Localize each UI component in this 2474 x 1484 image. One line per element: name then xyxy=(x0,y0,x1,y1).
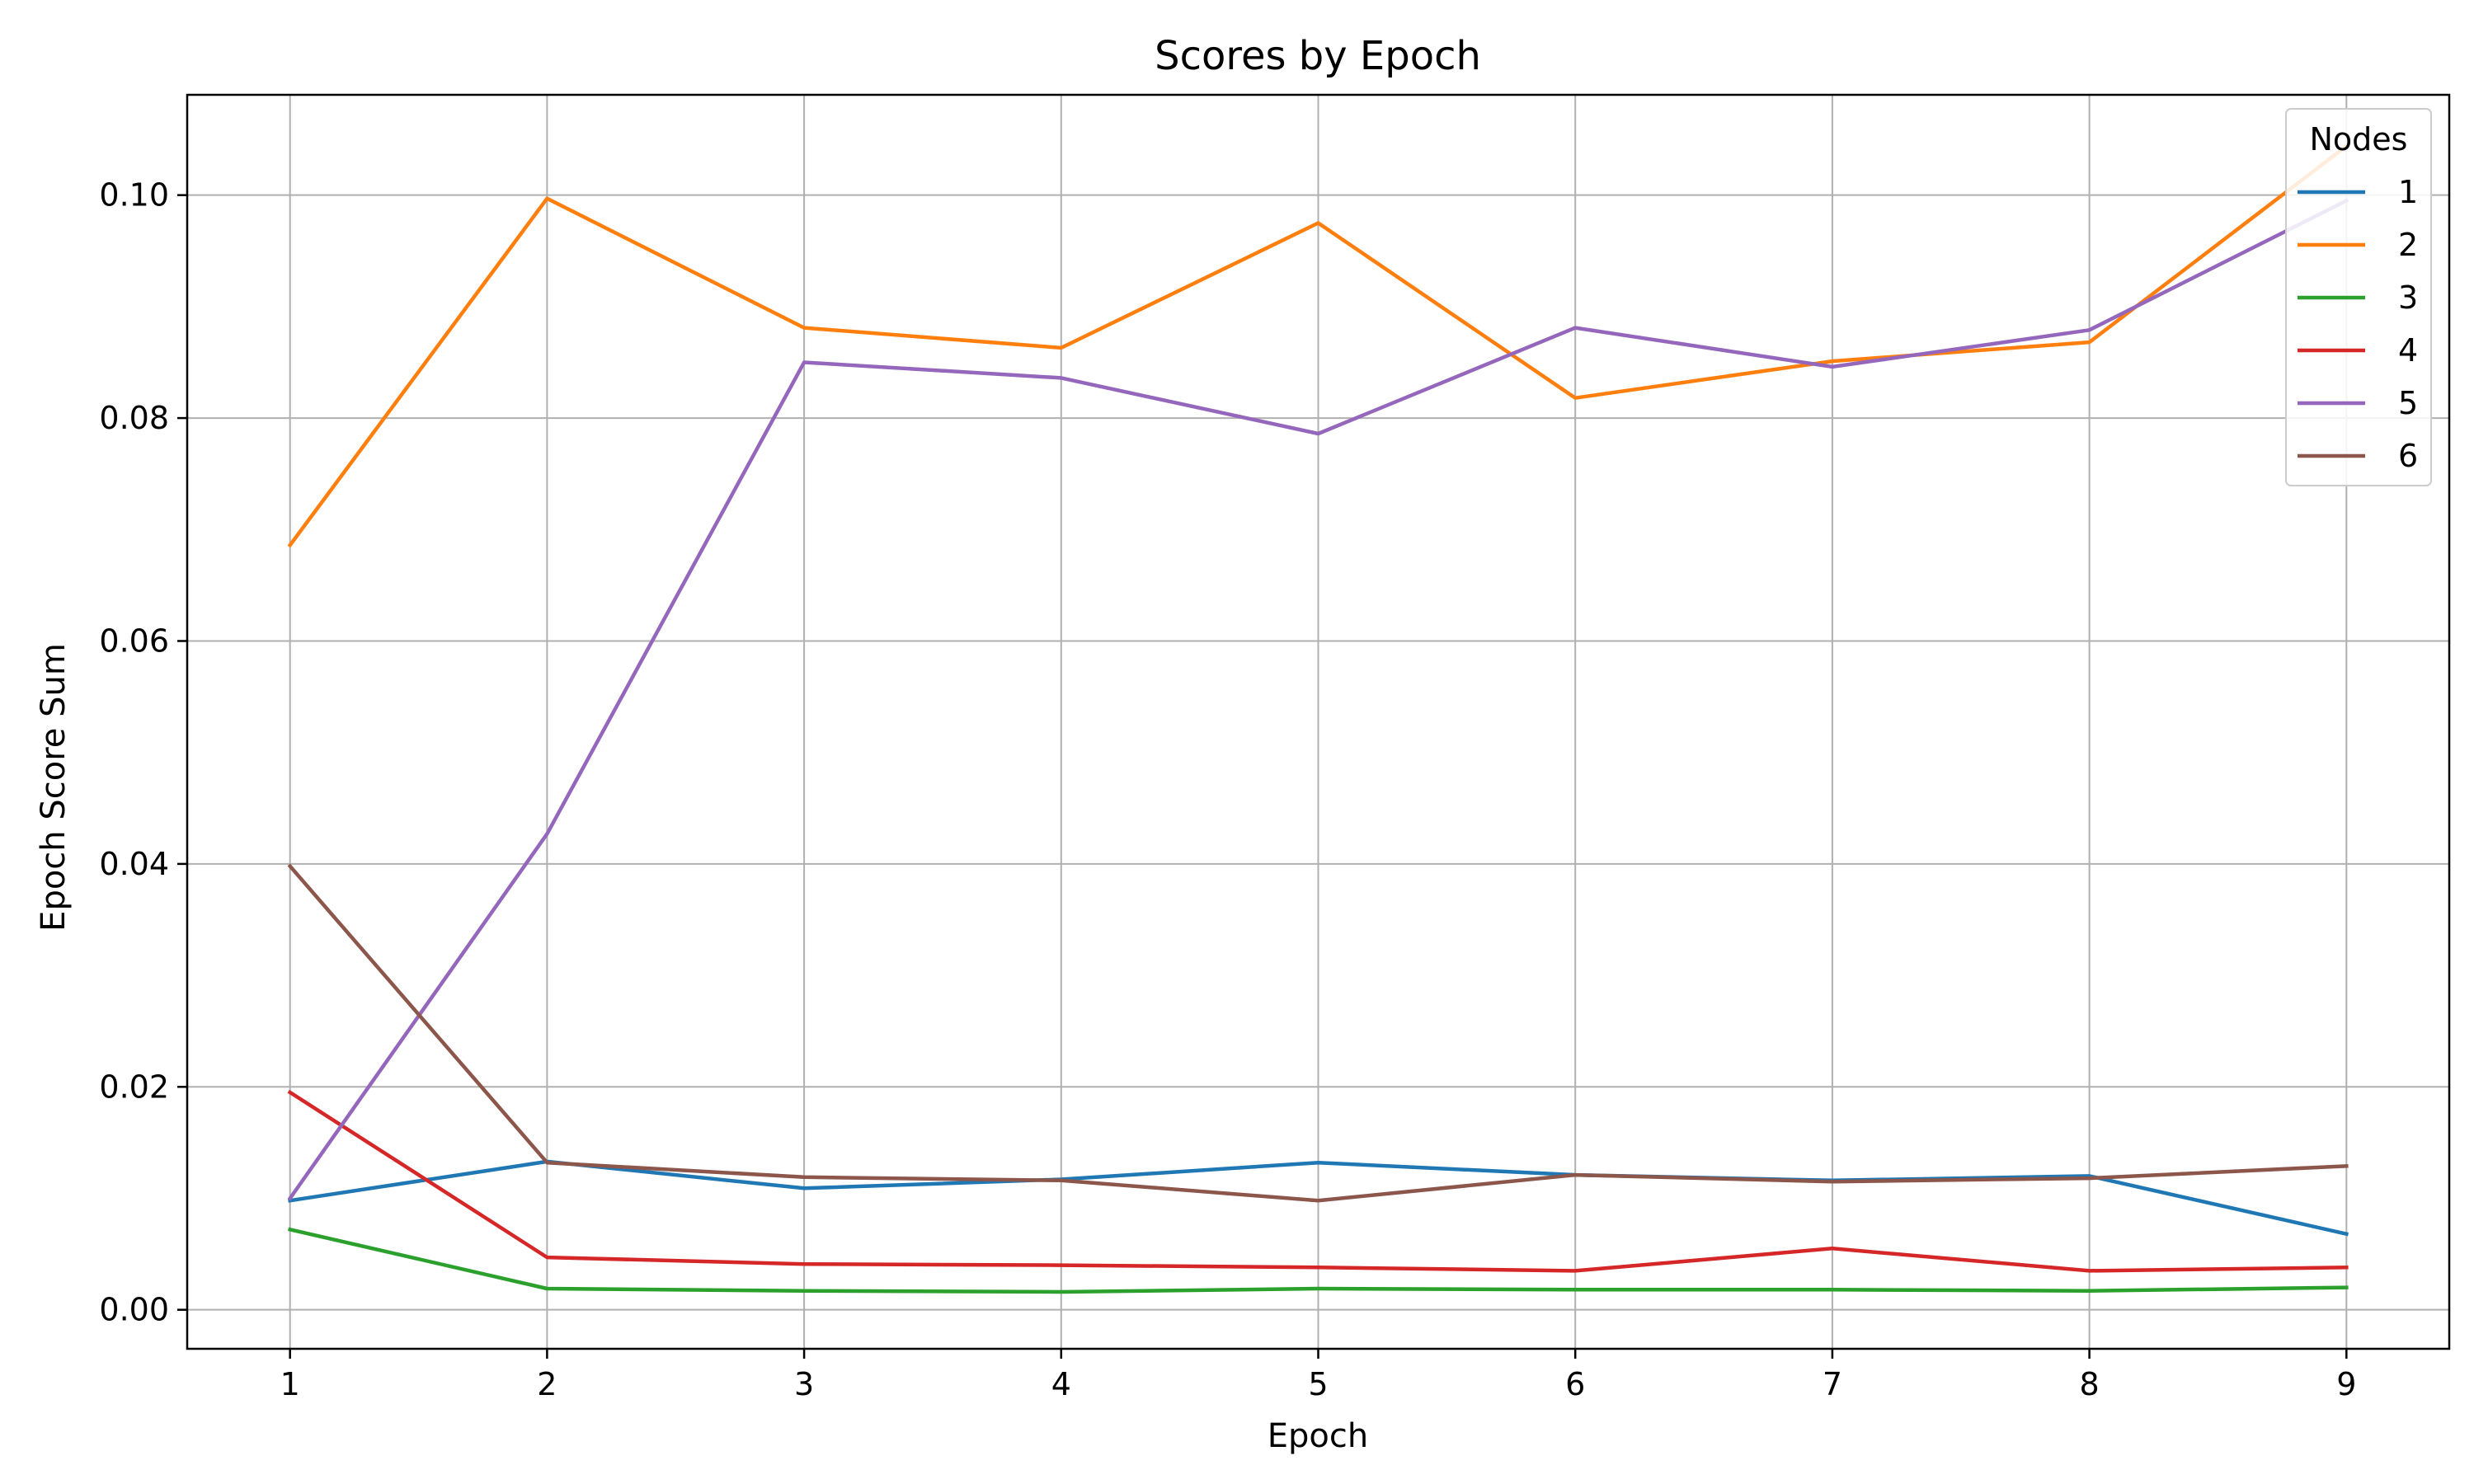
series-line-node-5 xyxy=(287,198,2349,1201)
y-tick-label: 0.02 xyxy=(99,1068,169,1105)
series-line-node-1 xyxy=(288,1159,2349,1237)
series-line-node-6 xyxy=(287,863,2349,1203)
legend: Nodes 1 2 3 4 5 6 xyxy=(2285,108,2432,486)
x-axis-ticks: 1 2 3 4 5 6 7 8 9 xyxy=(280,1349,2356,1402)
x-tick-label: 8 xyxy=(2080,1366,2100,1402)
x-tick-label: 7 xyxy=(1823,1366,1842,1402)
legend-title: Nodes xyxy=(2310,121,2408,157)
legend-label-node-1: 1 xyxy=(2398,174,2418,210)
x-tick-label: 4 xyxy=(1051,1366,1071,1402)
legend-items: 1 2 3 4 5 6 xyxy=(2298,174,2418,474)
legend-label-node-4: 4 xyxy=(2398,332,2418,369)
x-tick-label: 6 xyxy=(1565,1366,1585,1402)
y-tick-label: 0.00 xyxy=(99,1292,169,1328)
y-tick-label: 0.08 xyxy=(99,400,169,436)
y-axis-label: Epoch Score Sum xyxy=(35,643,73,932)
y-tick-label: 0.06 xyxy=(99,622,169,659)
x-tick-label: 3 xyxy=(794,1366,814,1402)
series-lines xyxy=(287,143,2349,1294)
chart-title: Scores by Epoch xyxy=(1155,33,1481,79)
series-line-node-2 xyxy=(287,143,2349,548)
x-tick-label: 1 xyxy=(280,1366,300,1402)
y-axis-ticks: 0.00 0.02 0.04 0.06 0.08 0.10 xyxy=(99,177,187,1328)
legend-label-node-2: 2 xyxy=(2398,227,2418,263)
series-line-node-3 xyxy=(288,1227,2349,1294)
x-tick-label: 9 xyxy=(2336,1366,2356,1402)
y-tick-label: 0.04 xyxy=(99,846,169,882)
x-axis-label: Epoch xyxy=(1268,1417,1368,1455)
x-tick-label: 5 xyxy=(1308,1366,1328,1402)
grid-lines xyxy=(187,95,2449,1349)
y-tick-label: 0.10 xyxy=(99,177,169,214)
legend-label-node-6: 6 xyxy=(2398,438,2418,474)
x-tick-label: 2 xyxy=(537,1366,557,1402)
legend-label-node-3: 3 xyxy=(2398,279,2418,316)
legend-label-node-5: 5 xyxy=(2398,385,2418,421)
series-line-node-4 xyxy=(287,1089,2349,1273)
